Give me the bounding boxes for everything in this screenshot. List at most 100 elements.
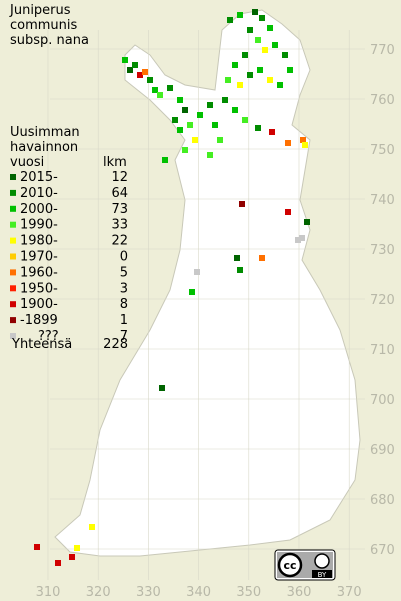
legend-label: 1970- xyxy=(20,250,58,265)
legend-label: 1980- xyxy=(20,234,58,249)
legend-swatch xyxy=(10,205,16,212)
observation-square xyxy=(242,52,248,58)
legend-count: 3 xyxy=(120,281,128,296)
y-tick-label: 720 xyxy=(370,293,395,308)
observation-square xyxy=(197,112,203,118)
observation-square xyxy=(302,142,308,148)
observation-square xyxy=(132,62,138,68)
y-tick-label: 750 xyxy=(370,143,395,158)
observations xyxy=(34,9,310,566)
observation-square xyxy=(267,25,273,31)
observation-square xyxy=(157,92,163,98)
legend-count: 33 xyxy=(111,218,128,233)
legend-count-header: lkm xyxy=(103,155,127,170)
y-tick-label: 680 xyxy=(370,493,395,508)
observation-square xyxy=(137,72,143,78)
observation-square xyxy=(269,129,275,135)
observation-square xyxy=(232,107,238,113)
y-tick-label: 730 xyxy=(370,243,395,258)
by-bar xyxy=(312,570,332,578)
observation-square xyxy=(189,289,195,295)
legend-count: 64 xyxy=(111,186,128,201)
y-tick-label: 770 xyxy=(370,43,395,58)
observation-square xyxy=(282,52,288,58)
observation-square xyxy=(127,67,133,73)
observation-square xyxy=(304,219,310,225)
observation-square xyxy=(247,27,253,33)
observation-square xyxy=(300,137,306,143)
observation-square xyxy=(207,102,213,108)
legend-swatch xyxy=(10,237,16,244)
y-tick-label: 700 xyxy=(370,393,395,408)
observation-square xyxy=(257,67,263,73)
grid: 310 320 330 340 350 360 3706706806907007107207… xyxy=(36,30,395,600)
x-tick-label: 350 xyxy=(236,585,261,600)
cc-icon xyxy=(277,552,303,578)
license-badge: cc BY xyxy=(274,549,336,581)
legend-swatch xyxy=(10,253,16,260)
observation-square xyxy=(247,72,253,78)
x-tick-label: 330 xyxy=(136,585,161,600)
title-line: Juniperus xyxy=(9,3,71,18)
observation-square xyxy=(295,237,301,243)
legend-header: Uusimman xyxy=(10,125,80,140)
observation-square xyxy=(187,122,193,128)
cc-text: cc xyxy=(283,559,296,572)
observation-square xyxy=(285,209,291,215)
observation-square xyxy=(212,122,218,128)
observation-square xyxy=(177,127,183,133)
legend-swatch xyxy=(10,317,16,324)
title-line: subsp. nana xyxy=(10,33,89,48)
legend-count: 1 xyxy=(120,313,128,328)
observation-square xyxy=(237,267,243,273)
observation-square xyxy=(172,117,178,123)
legend-swatch xyxy=(10,301,16,308)
legend-label: 1990- xyxy=(20,218,58,233)
observation-square xyxy=(232,62,238,68)
observation-square xyxy=(242,117,248,123)
legend-label: 1960- xyxy=(20,265,58,280)
legend-count: 7 xyxy=(120,329,128,344)
y-tick-label: 740 xyxy=(370,193,395,208)
legend-label: 2015- xyxy=(20,170,58,185)
legend-count: 73 xyxy=(111,202,128,217)
observation-square xyxy=(207,152,213,158)
observation-square xyxy=(159,385,165,391)
observation-square xyxy=(152,87,158,93)
observation-square xyxy=(272,42,278,48)
observation-square xyxy=(227,17,233,23)
observation-square xyxy=(217,137,223,143)
observation-square xyxy=(267,77,273,83)
observation-square xyxy=(237,82,243,88)
observation-square xyxy=(262,47,268,53)
observation-square xyxy=(234,255,240,261)
observation-square xyxy=(259,255,265,261)
legend-label: 2010- xyxy=(20,186,58,201)
observation-square xyxy=(285,140,291,146)
legend-label: -1899 xyxy=(20,313,58,328)
observation-square xyxy=(277,82,283,88)
y-tick-label: 710 xyxy=(370,343,395,358)
legend-header: vuosi xyxy=(10,155,44,170)
observation-square xyxy=(252,9,258,15)
title-line: communis xyxy=(10,18,78,33)
x-tick-label: 320 xyxy=(86,585,111,600)
legend-count: 0 xyxy=(120,250,128,265)
legend-label: 2000- xyxy=(20,202,58,217)
observation-square xyxy=(89,524,95,530)
observation-square xyxy=(239,201,245,207)
observation-square xyxy=(147,77,153,83)
legend-swatch xyxy=(10,269,16,276)
observation-square xyxy=(34,544,40,550)
observation-square xyxy=(255,37,261,43)
legend-swatch xyxy=(10,333,16,339)
observation-square xyxy=(182,107,188,113)
observation-square xyxy=(259,15,265,21)
legend-swatch xyxy=(10,189,16,196)
x-tick-label: 340 xyxy=(186,585,211,600)
observation-square xyxy=(142,69,148,75)
observation-square xyxy=(74,545,80,551)
observation-square xyxy=(237,12,243,18)
